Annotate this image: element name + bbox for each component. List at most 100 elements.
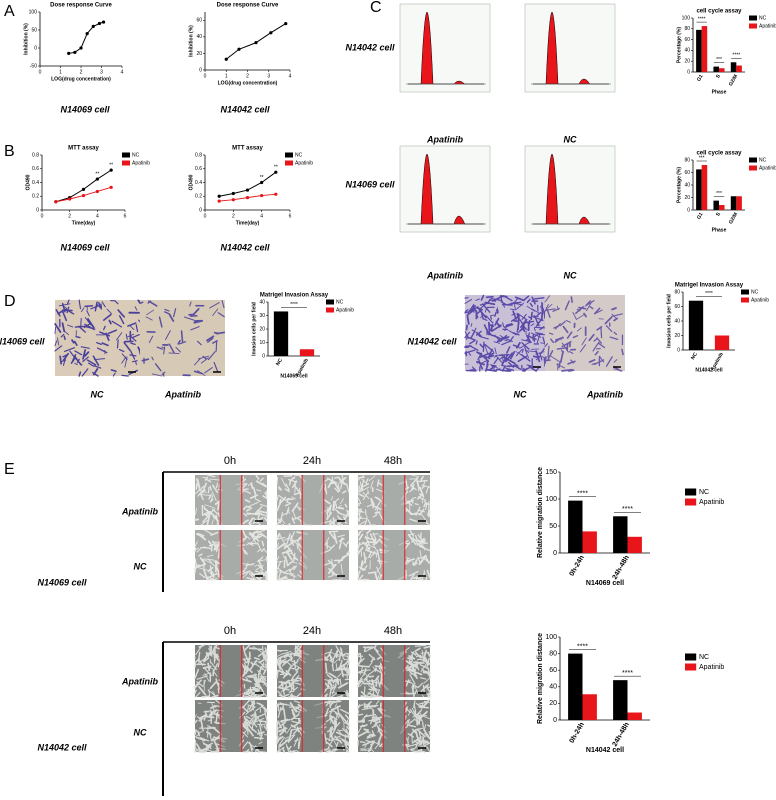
cell-shape bbox=[247, 675, 258, 679]
y-tick-label: 40 bbox=[549, 684, 557, 691]
legend-swatch bbox=[749, 165, 757, 171]
cell-shape bbox=[490, 315, 492, 320]
cell-shape bbox=[499, 335, 507, 340]
cell-shape bbox=[539, 326, 545, 331]
cell-shape bbox=[248, 719, 255, 726]
y-tick-label: 60 bbox=[674, 304, 680, 310]
group-label: NC bbox=[564, 134, 577, 144]
cell-shape bbox=[377, 481, 383, 486]
cell-shape bbox=[247, 483, 252, 487]
x-tick-label: 0h-24h bbox=[568, 554, 585, 577]
cell-shape bbox=[121, 356, 127, 364]
cell-shape bbox=[251, 693, 257, 698]
cell-shape bbox=[511, 313, 516, 316]
cell-shape bbox=[210, 531, 219, 536]
cell-shape bbox=[249, 522, 253, 526]
cell-shape bbox=[243, 549, 249, 555]
cell-shape bbox=[264, 663, 268, 670]
flow-panel bbox=[524, 145, 616, 233]
cell-label: N14069 cell bbox=[37, 577, 87, 587]
cell-shape bbox=[334, 703, 338, 707]
cell-shape bbox=[66, 306, 70, 314]
cell-shape bbox=[406, 737, 409, 744]
cell-shape bbox=[337, 506, 345, 510]
x-axis-label: Time(day) bbox=[236, 220, 260, 226]
cell-shape bbox=[286, 509, 290, 515]
cell-shape bbox=[357, 704, 364, 708]
cell-shape bbox=[242, 475, 245, 481]
data-point bbox=[68, 197, 72, 201]
y-tick-label: 40 bbox=[684, 48, 690, 54]
cell-shape bbox=[414, 718, 419, 724]
cell-shape bbox=[484, 308, 487, 313]
cell-shape bbox=[281, 693, 290, 698]
x-tick-label: G2/M bbox=[728, 74, 739, 88]
cell-shape bbox=[297, 574, 302, 578]
cell-shape bbox=[417, 496, 427, 502]
wound-gap bbox=[302, 475, 324, 525]
cell-shape bbox=[277, 567, 285, 574]
cell-shape bbox=[244, 654, 250, 663]
cell-shape bbox=[493, 341, 501, 344]
cell-shape bbox=[247, 723, 254, 731]
cell-shape bbox=[258, 666, 263, 674]
cell-shape bbox=[485, 295, 494, 299]
x-tick-label: 4 bbox=[121, 69, 124, 75]
cell-shape bbox=[285, 483, 290, 491]
y-tick-label: 0.2 bbox=[195, 194, 202, 200]
x-axis-label: N14069 cell bbox=[586, 580, 624, 587]
cell-shape bbox=[294, 482, 296, 494]
cell-shape bbox=[533, 332, 539, 338]
cell-shape bbox=[498, 357, 503, 361]
cell-shape bbox=[468, 344, 479, 351]
cell-shape bbox=[194, 541, 198, 548]
cell-label: N14042 cell bbox=[37, 742, 87, 752]
cell-shape bbox=[283, 708, 287, 721]
cell-shape bbox=[83, 323, 91, 329]
cell-shape bbox=[244, 519, 250, 523]
cell-shape bbox=[479, 359, 489, 365]
cell-shape bbox=[405, 744, 409, 751]
cell-shape bbox=[475, 351, 481, 355]
x-tick-label: 0 bbox=[39, 69, 42, 75]
cell-shape bbox=[283, 544, 289, 547]
cell-shape bbox=[283, 568, 291, 574]
x-tick-label: 4 bbox=[96, 213, 99, 219]
cell-shape bbox=[417, 727, 424, 730]
cell-shape bbox=[200, 493, 204, 501]
cell-shape bbox=[486, 298, 491, 304]
cell-shape bbox=[64, 347, 76, 352]
cell-shape bbox=[286, 745, 290, 753]
cell-shape bbox=[203, 505, 206, 510]
cell-shape bbox=[258, 695, 261, 698]
cell-shape bbox=[60, 333, 65, 338]
cell-shape bbox=[297, 544, 300, 550]
y-tick-label: 40 bbox=[196, 34, 202, 40]
cell-shape bbox=[194, 668, 200, 679]
cell-shape bbox=[501, 299, 505, 308]
legend-swatch bbox=[685, 498, 697, 506]
cell-shape bbox=[54, 345, 63, 352]
cell-shape bbox=[78, 299, 82, 310]
x-tick-label: 6 bbox=[124, 213, 127, 219]
cell-shape bbox=[547, 303, 553, 309]
cell-shape bbox=[358, 542, 365, 546]
cell-shape bbox=[475, 309, 483, 315]
cell-shape bbox=[366, 702, 371, 710]
legend-swatch bbox=[749, 157, 757, 163]
cell-shape bbox=[193, 307, 200, 315]
cell-shape bbox=[194, 663, 197, 668]
cell-shape bbox=[258, 531, 268, 539]
cell-shape bbox=[425, 577, 428, 581]
cell-shape bbox=[364, 511, 368, 518]
cell-shape bbox=[421, 694, 425, 698]
cell-shape bbox=[357, 713, 364, 716]
cell-shape bbox=[483, 344, 489, 355]
cell-shape bbox=[407, 733, 415, 738]
cell-shape bbox=[422, 684, 425, 693]
cell-shape bbox=[490, 314, 496, 317]
cell-shape bbox=[254, 564, 259, 567]
cell-shape bbox=[361, 708, 371, 711]
cell-shape bbox=[496, 339, 503, 343]
cell-shape bbox=[411, 685, 415, 698]
